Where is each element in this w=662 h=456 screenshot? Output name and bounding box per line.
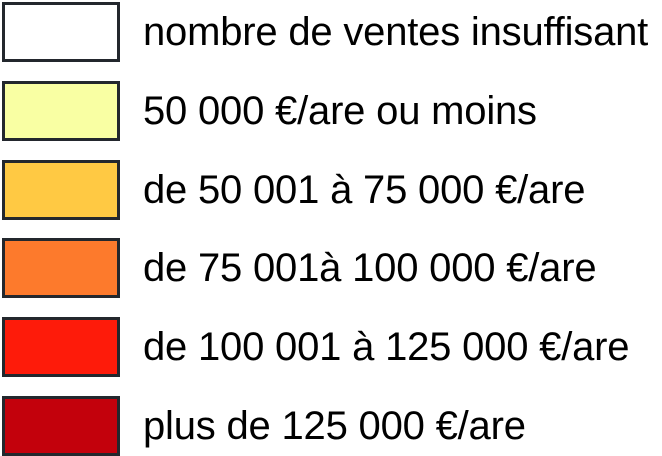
legend-item: de 75 001à 100 000 €/are [2, 238, 662, 299]
legend-label: de 100 001 à 125 000 €/are [143, 325, 630, 370]
legend-swatch [2, 317, 120, 378]
legend-label: de 75 001à 100 000 €/are [143, 246, 597, 291]
legend-item: 50 000 €/are ou moins [2, 80, 662, 141]
legend-label: nombre de ventes insuffisant [143, 10, 649, 54]
legend-swatch [2, 80, 120, 141]
legend-item: de 100 001 à 125 000 €/are [2, 317, 662, 378]
legend-label: 50 000 €/are ou moins [143, 88, 537, 133]
legend-swatch [2, 2, 120, 62]
legend-swatch [2, 238, 120, 299]
legend-swatch [2, 395, 120, 456]
legend-label: de 50 001 à 75 000 €/are [143, 167, 586, 212]
legend-label: plus de 125 000 €/are [143, 403, 526, 448]
legend-item: plus de 125 000 €/are [2, 395, 662, 456]
legend-swatch [2, 159, 120, 220]
legend-item: de 50 001 à 75 000 €/are [2, 159, 662, 220]
legend-item: nombre de ventes insuffisant [2, 2, 662, 62]
